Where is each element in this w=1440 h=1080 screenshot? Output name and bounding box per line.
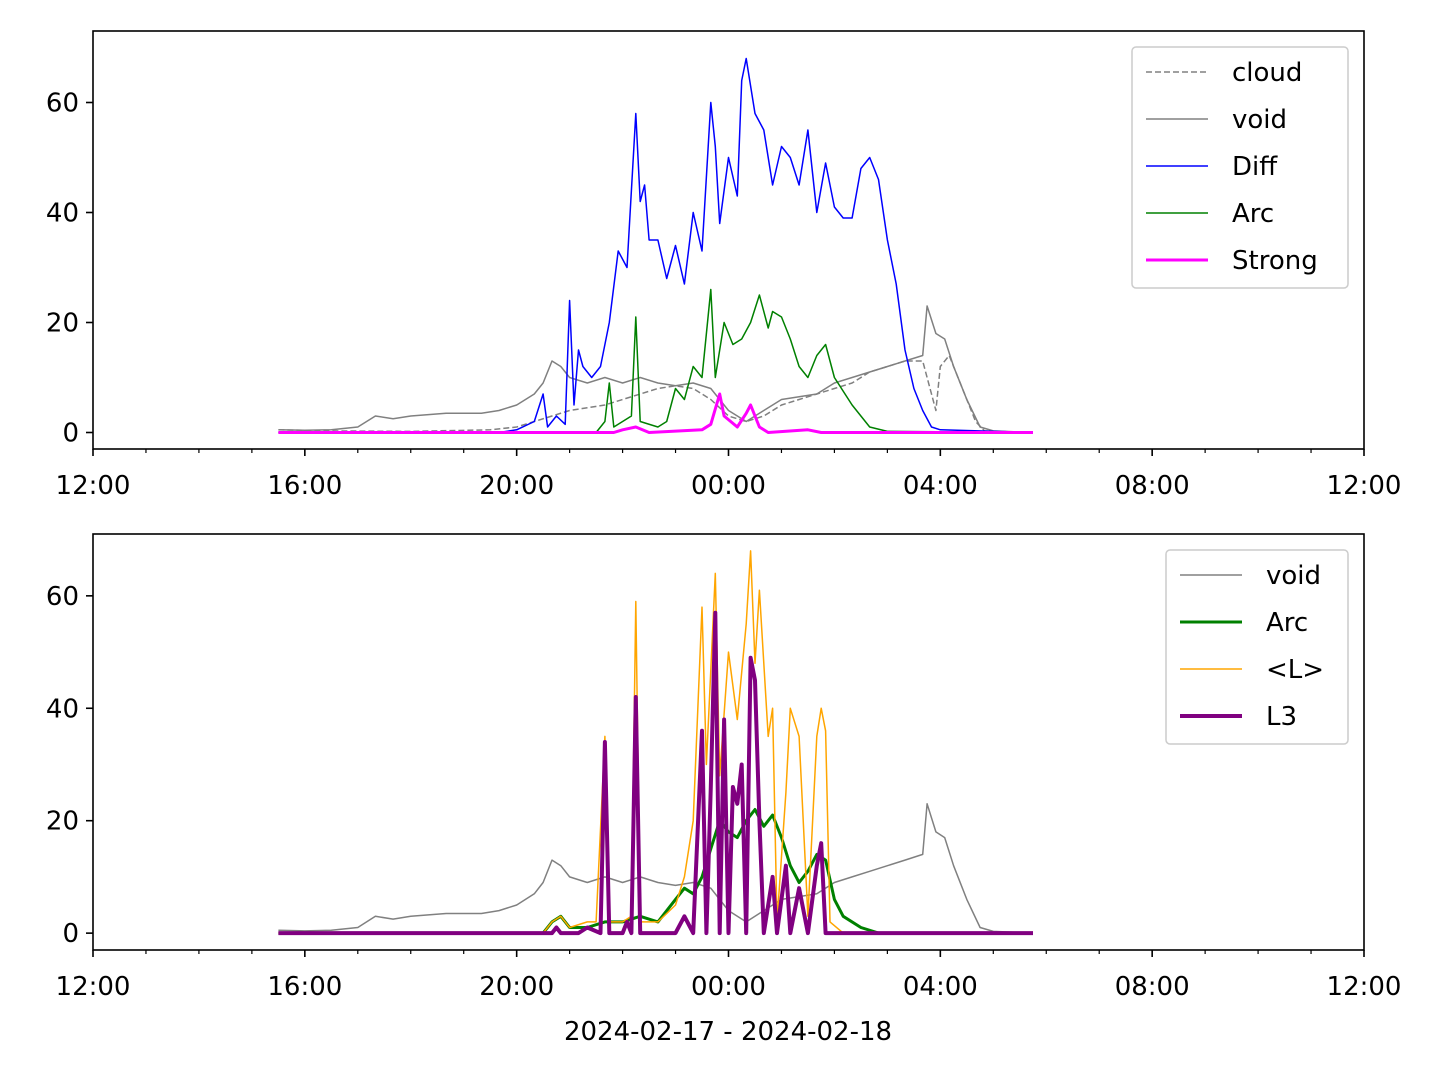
legend-entry: void — [1266, 561, 1321, 591]
x-tick-label: 04:00 — [903, 471, 978, 501]
x-tick-label: 08:00 — [1115, 972, 1190, 1002]
legend-entry: Strong — [1232, 246, 1318, 276]
x-tick-label: 16:00 — [267, 471, 342, 501]
bottom-chart-panel: 0 20 40 60 12:00 16:00 20:00 00:00 04:00 08:00 12:… — [46, 533, 1402, 1002]
top-chart-panel: 0 20 40 60 12:00 16:00 20:00 00:00 04:00 08:00 12:… — [46, 30, 1402, 501]
y-tick-label: 60 — [46, 89, 79, 119]
legend: cloud void Diff Arc Strong — [1131, 46, 1349, 289]
series-line-strong — [278, 392, 1033, 434]
y-tick-label: 0 — [62, 919, 79, 949]
x-tick-label: 12:00 — [56, 972, 131, 1002]
legend-entry: Arc — [1266, 608, 1308, 638]
x-tick-label: 00:00 — [691, 471, 766, 501]
x-axis-label: 2024-02-17 - 2024-02-18 — [564, 1017, 892, 1047]
series-line-void — [278, 803, 1034, 934]
legend-entry: L3 — [1266, 702, 1297, 732]
series-line-arc — [278, 288, 1034, 434]
x-tick-label: 04:00 — [903, 972, 978, 1002]
legend: void Arc <L> L3 — [1165, 549, 1349, 745]
legend-entry: cloud — [1232, 58, 1302, 88]
series-line-l3 — [278, 610, 1033, 936]
legend-entry: void — [1232, 105, 1287, 135]
series-line-void — [278, 305, 1034, 434]
series-line-diff — [278, 57, 1034, 434]
series-line-cloud — [278, 354, 1034, 434]
x-tick-label: 20:00 — [479, 972, 554, 1002]
y-tick-label: 20 — [46, 807, 79, 837]
legend-entry: <L> — [1266, 655, 1324, 685]
x-tick-label: 12:00 — [56, 471, 131, 501]
y-tick-label: 40 — [46, 694, 79, 724]
legend-entry: Diff — [1232, 152, 1278, 182]
x-tick-label: 12:00 — [1327, 972, 1402, 1002]
y-tick-label: 40 — [46, 199, 79, 229]
x-tick-label: 16:00 — [267, 972, 342, 1002]
x-tick-label: 08:00 — [1115, 471, 1190, 501]
y-tick-label: 60 — [46, 582, 79, 612]
x-tick-label: 00:00 — [691, 972, 766, 1002]
x-tick-label: 12:00 — [1327, 471, 1402, 501]
x-tick-label: 20:00 — [479, 471, 554, 501]
y-tick-label: 20 — [46, 309, 79, 339]
legend-entry: Arc — [1232, 199, 1274, 229]
y-tick-label: 0 — [62, 419, 79, 449]
